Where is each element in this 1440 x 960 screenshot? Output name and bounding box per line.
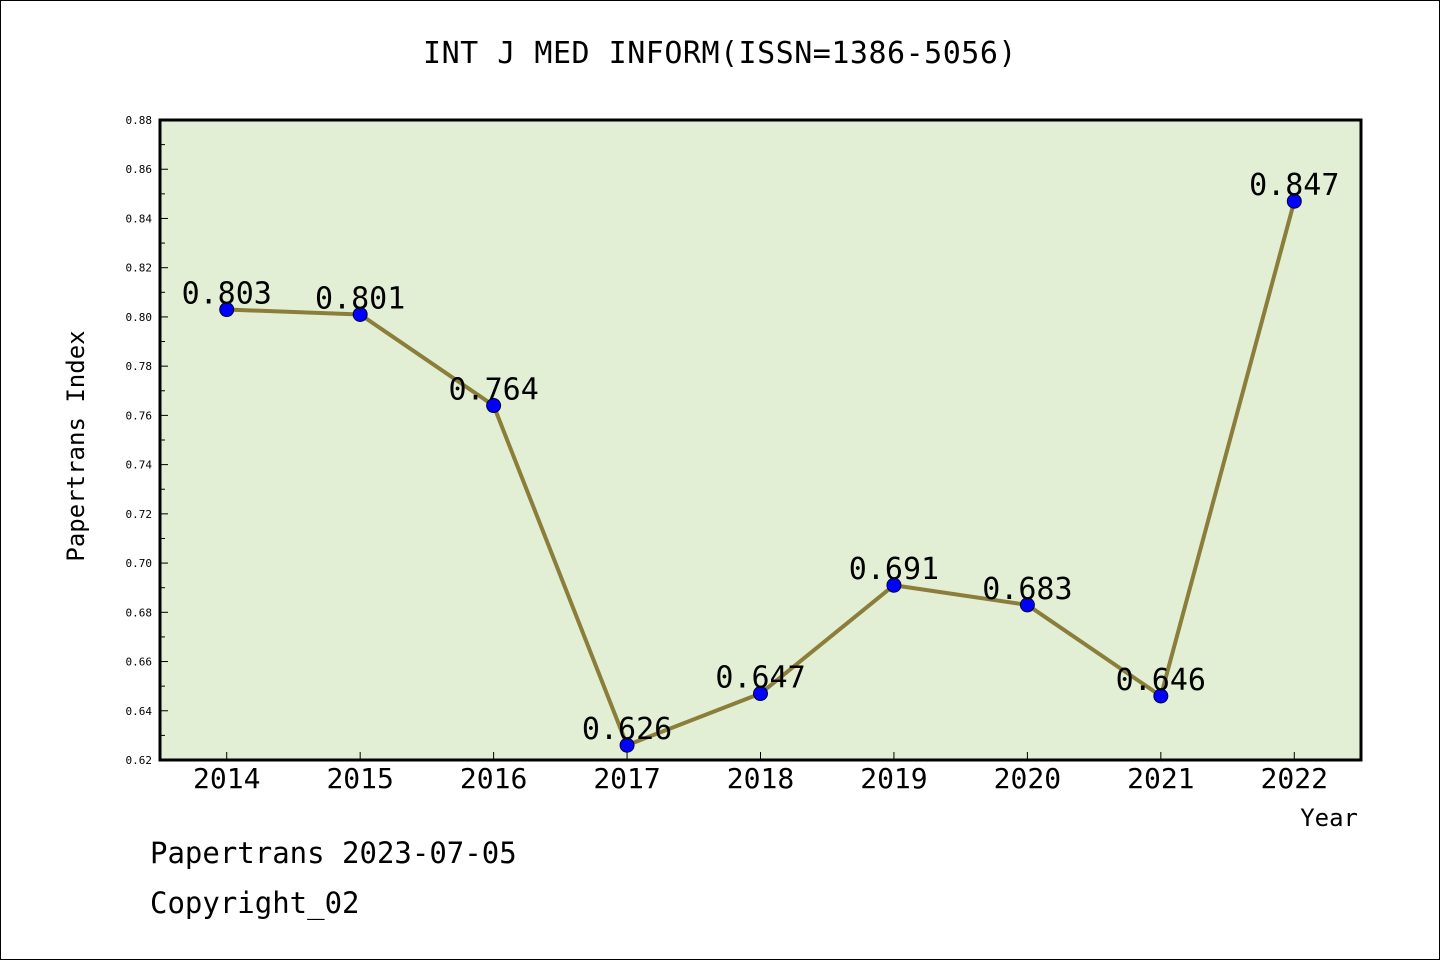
y-tick-label: 0.84	[126, 212, 153, 225]
y-tick-label: 0.68	[126, 606, 153, 619]
x-axis-title: Year	[1300, 804, 1358, 832]
data-label: 0.647	[715, 661, 805, 696]
y-tick-label: 0.62	[126, 754, 153, 767]
data-point	[1286, 193, 1302, 209]
data-label: 0.683	[982, 572, 1072, 607]
x-tick-label: 2022	[1261, 762, 1328, 795]
data-label: 0.801	[315, 281, 405, 316]
data-label: 0.803	[182, 277, 272, 312]
data-point	[219, 302, 235, 318]
data-markers	[219, 193, 1302, 753]
data-label: 0.691	[849, 552, 939, 587]
y-tick-label: 0.72	[126, 508, 153, 521]
x-tick-label: 2021	[1127, 762, 1194, 795]
y-tick-label: 0.66	[126, 656, 153, 669]
y-tick-label: 0.74	[126, 459, 153, 472]
data-point	[886, 577, 902, 593]
data-labels: 0.803 0.801 0.764 0.626 0.647 0.691 0.683 0.646…	[182, 168, 1340, 747]
y-tick-label: 0.82	[126, 262, 153, 275]
x-tick-label: 2017	[593, 762, 660, 795]
x-tick-label: 2015	[326, 762, 393, 795]
x-axis: 2014 2015 2016 2017 2018 2019 2020 2021 2022	[193, 752, 1328, 795]
chart-title: INT J MED INFORM(ISSN=1386-5056)	[423, 36, 1017, 71]
x-tick-label: 2018	[727, 762, 794, 795]
footer-copyright: Copyright_02	[150, 886, 360, 920]
y-tick-label: 0.64	[126, 705, 153, 718]
y-tick-label: 0.76	[126, 409, 153, 422]
footer-date: Papertrans 2023-07-05	[150, 836, 517, 870]
data-point	[486, 398, 502, 414]
data-label: 0.847	[1249, 168, 1339, 203]
data-label: 0.764	[448, 373, 538, 408]
data-point	[1019, 597, 1035, 613]
data-point	[352, 306, 368, 322]
x-tick-label: 2019	[860, 762, 927, 795]
x-tick-label: 2014	[193, 762, 260, 795]
y-tick-label: 0.80	[126, 311, 153, 324]
y-tick-label: 0.86	[126, 163, 153, 176]
data-point	[753, 686, 768, 702]
y-tick-label: 0.78	[126, 360, 153, 373]
y-tick-label: 0.88	[126, 114, 153, 127]
x-tick-label: 2020	[994, 762, 1061, 795]
y-tick-label: 0.70	[126, 557, 153, 570]
data-point	[1153, 688, 1169, 704]
data-point	[619, 737, 635, 753]
plot-area	[158, 118, 1363, 762]
data-label: 0.626	[582, 712, 672, 747]
y-axis-title: Papertrans Index	[62, 330, 90, 561]
data-label: 0.646	[1116, 663, 1206, 698]
x-tick-label: 2016	[460, 762, 527, 795]
y-axis: 0.62 0.64 0.66 0.68 0.70 0.72 0.74 0.76 0.78 0.80…	[126, 114, 168, 767]
